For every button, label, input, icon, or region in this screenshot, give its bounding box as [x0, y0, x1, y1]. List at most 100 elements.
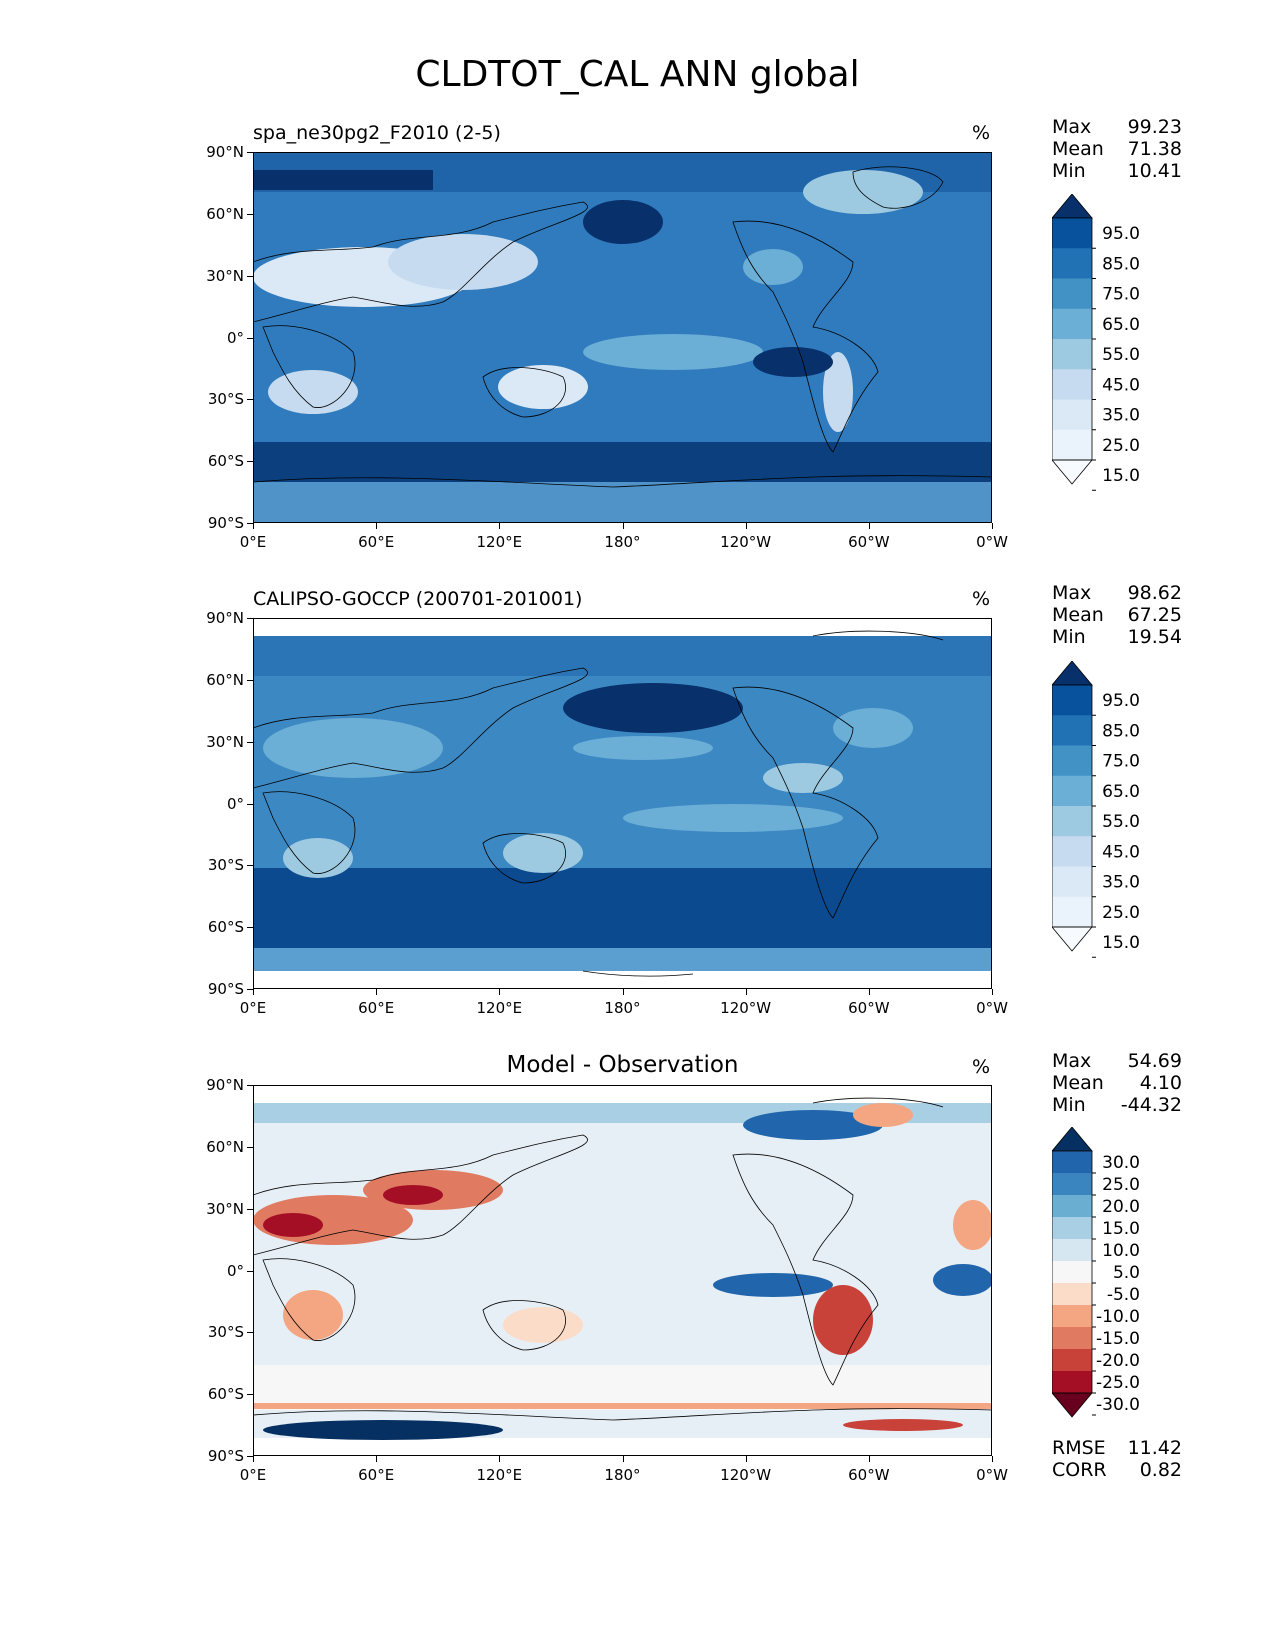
lat-tick-mark	[247, 927, 253, 929]
lat-tick-mark	[247, 741, 253, 743]
map-plot: 90°N 60°N 30°N 0° 30°S 60°S 90°S 0°E 60°E 120°E 1…	[206, 1076, 1008, 1484]
lon-tick-mark	[253, 1456, 254, 1462]
colorbar-tick-label: 15.0	[1102, 1219, 1140, 1239]
lat-tick-label: 90°S	[207, 1447, 244, 1465]
unit-label: %	[972, 588, 991, 610]
lat-tick-mark	[247, 213, 253, 215]
lat-tick-mark	[247, 1085, 253, 1086]
colorbar-segment	[1052, 399, 1092, 431]
colorbar-segment	[1052, 836, 1092, 867]
lat-tick-mark	[247, 865, 253, 867]
lat-tick-label: 0°	[226, 794, 244, 813]
lat-tick-mark	[247, 1146, 253, 1148]
colorbar-segment	[1052, 218, 1092, 249]
lon-tick-label: 60°E	[358, 1466, 395, 1484]
stat-min: Min -44.32	[1052, 1094, 1182, 1116]
colorbar-tick-label: 5.0	[1113, 1263, 1140, 1283]
lon-tick-mark	[868, 1456, 870, 1462]
colorbar-tick-label: 15.0	[1102, 466, 1140, 486]
lat-tick-label: 30°N	[206, 732, 244, 751]
colorbar-tick-label: 25.0	[1102, 436, 1140, 456]
lat-tick-mark	[247, 679, 253, 681]
colorbar-tick-label: 45.0	[1102, 375, 1140, 395]
colorbar-tick-label: 95.0	[1102, 691, 1140, 711]
lat-tick-mark	[247, 152, 253, 153]
colorbar-tick-label: 55.0	[1102, 345, 1140, 365]
colorbar-tick-label: 65.0	[1102, 782, 1140, 802]
lon-tick-mark	[992, 989, 993, 995]
lon-tick-label: 60°W	[848, 533, 890, 551]
colorbar-segment	[1052, 806, 1092, 837]
stats-box: Max 54.69 Mean 4.10 Min -44.32	[1052, 1050, 1182, 1116]
lat-tick-label: 90°N	[206, 143, 244, 161]
lat-tick-label: 90°N	[206, 1076, 244, 1094]
lat-tick-label: 60°S	[207, 918, 244, 937]
colorbar-segment	[1052, 429, 1092, 461]
colorbar-segment	[1052, 339, 1092, 370]
lat-tick-mark	[247, 989, 253, 990]
lon-tick-label: 180°	[604, 533, 641, 551]
colorbar-segment	[1052, 1173, 1092, 1196]
lon-tick-label: 0°W	[976, 999, 1008, 1017]
lon-tick-mark	[376, 523, 378, 529]
colorbar-tick-label: 25.0	[1102, 1175, 1140, 1195]
colorbar-tick-label: 25.0	[1102, 903, 1140, 923]
colorbar-tick-label: 20.0	[1102, 1197, 1140, 1217]
lon-tick-label: 60°E	[358, 533, 395, 551]
lon-tick-mark	[376, 1456, 378, 1462]
map-plot: 90°N 60°N 30°N 0° 30°S 60°S 90°S 0°E 60°E 120°E 1…	[206, 143, 1008, 551]
colorbar-extend-max	[1051, 660, 1093, 686]
lon-tick-mark	[253, 523, 254, 529]
panel-title: CALIPSO-GOCCP (200701-201001)	[253, 588, 583, 610]
colorbar-extend-max	[1051, 1126, 1093, 1152]
colorbar-tick-label: 85.0	[1102, 721, 1140, 741]
lon-tick-label: 180°	[604, 1466, 641, 1484]
colorbar-segment	[1052, 775, 1092, 807]
lat-tick-label: 30°S	[207, 856, 244, 875]
stat-min: Min 19.54	[1052, 626, 1182, 648]
lat-tick-label: 0°	[226, 1261, 244, 1280]
lat-tick-mark	[247, 618, 253, 619]
colorbar-segment	[1052, 745, 1092, 777]
lon-tick-mark	[499, 1456, 501, 1462]
lon-tick-mark	[745, 1456, 747, 1462]
lat-tick-label: 30°N	[206, 266, 244, 285]
stat-min: Min 10.41	[1052, 160, 1182, 182]
colorbar-segment	[1052, 1327, 1092, 1350]
map-field	[252, 1085, 993, 1456]
colorbar-tick-label: 65.0	[1102, 315, 1140, 335]
lat-tick-label: 30°S	[207, 1323, 244, 1342]
lon-tick-label: 60°E	[358, 999, 395, 1017]
stats-box: Max 98.62 Mean 67.25 Min 19.54	[1052, 582, 1182, 648]
colorbar-extend-min	[1051, 459, 1093, 485]
lat-tick-mark	[247, 399, 253, 401]
lat-tick-mark	[247, 461, 253, 463]
lon-tick-label: 0°W	[976, 533, 1008, 551]
colorbar-tick-label: -30.0	[1096, 1395, 1140, 1415]
lon-tick-label: 0°E	[239, 1466, 267, 1484]
stat-corr: CORR 0.82	[1052, 1459, 1182, 1481]
lat-tick-mark	[247, 1394, 253, 1396]
colorbar: 30.0 25.0 20.0 15.0 10.0 5.0 -5.0 -10.0 -15.0 -20…	[1051, 1126, 1172, 1431]
lon-tick-mark	[868, 523, 870, 529]
colorbar-segment	[1052, 896, 1092, 928]
unit-label: %	[972, 122, 991, 144]
lat-tick-label: 60°N	[206, 670, 244, 689]
colorbar-tick-label: 35.0	[1102, 873, 1140, 893]
lon-tick-mark	[253, 989, 254, 995]
lon-tick-label: 120°E	[476, 533, 523, 551]
colorbar-segment	[1052, 1195, 1092, 1218]
stat-mean: Mean 71.38	[1052, 138, 1182, 160]
colorbar-tick-label: 85.0	[1102, 254, 1140, 274]
colorbar-frame	[1051, 1150, 1093, 1394]
lon-tick-label: 120°W	[720, 533, 772, 551]
colorbar-segment	[1052, 685, 1092, 716]
lat-tick-mark	[247, 275, 253, 277]
map-frame	[253, 618, 992, 989]
colorbar-segment	[1052, 308, 1092, 340]
stat-mean: Mean 67.25	[1052, 604, 1182, 626]
lon-tick-mark	[992, 1456, 993, 1462]
colorbar-segment	[1052, 1349, 1092, 1372]
lon-tick-mark	[376, 989, 378, 995]
lon-tick-mark	[992, 523, 993, 529]
